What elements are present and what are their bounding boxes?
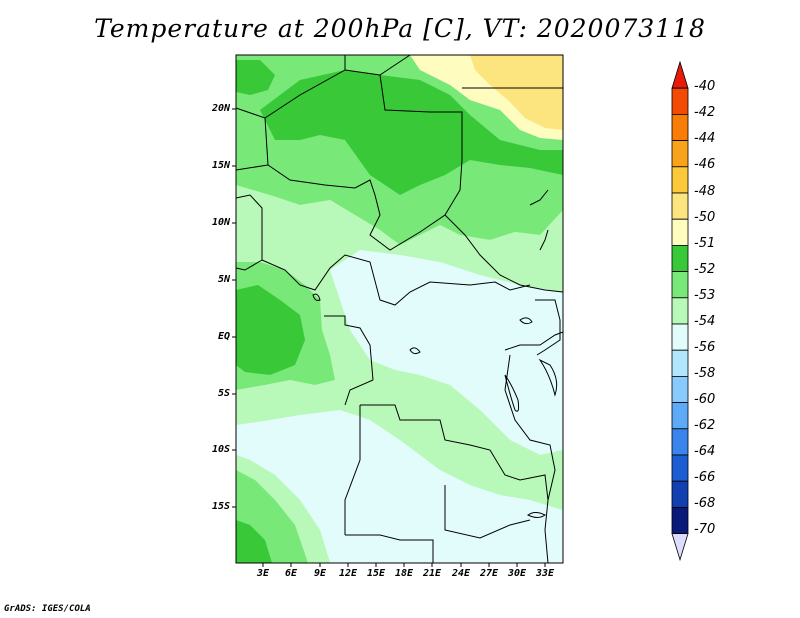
colorbar-swatch (671, 114, 689, 142)
field-west-dark (236, 285, 305, 375)
chart-title: Temperature at 200hPa [C], VT: 202007311… (94, 14, 706, 43)
lon-label-24e: 24E (451, 568, 471, 579)
colorbar-label: -51 (694, 236, 716, 251)
lat-label-5s: 5S (217, 388, 230, 399)
colorbar-label: -42 (694, 105, 716, 120)
lon-label-30e: 30E (507, 568, 527, 579)
country-borders (235, 54, 564, 564)
lon-label-33e: 33E (535, 568, 555, 579)
colorbar-label: -60 (694, 392, 716, 407)
lon-label-9e: 9E (313, 568, 327, 579)
colorbar (671, 60, 689, 562)
field-south-cyan (236, 410, 563, 563)
field-ne-yellow-core (470, 55, 563, 130)
map-frame (235, 54, 564, 564)
grads-credit: GrADS: IGES/COLA (4, 604, 91, 614)
colorbar-swatch (671, 87, 689, 115)
lon-label-21e: 21E (422, 568, 442, 579)
colorbar-swatch (671, 454, 689, 482)
field-south-light (236, 372, 563, 510)
colorbar-label: -58 (694, 366, 716, 381)
colorbar-swatch (671, 323, 689, 351)
colorbar-swatch (671, 166, 689, 194)
colorbar-swatch (671, 375, 689, 403)
colorbar-label: -52 (694, 262, 716, 277)
lon-label-27e: 27E (479, 568, 499, 579)
colorbar-label: -50 (694, 210, 716, 225)
lat-label-10n: 10N (211, 217, 230, 228)
colorbar-label: -40 (694, 79, 716, 94)
colorbar-label: -54 (694, 314, 716, 329)
lat-label-15s: 15S (211, 501, 230, 512)
colorbar-swatch (671, 297, 689, 325)
colorbar-swatch (671, 271, 689, 299)
field-north-dark (260, 70, 563, 195)
axis-ticks (232, 108, 546, 567)
colorbar-swatch (671, 140, 689, 168)
colorbar-label: -64 (694, 444, 716, 459)
field-sw-dark (236, 520, 272, 563)
colorbar-label: -62 (694, 418, 716, 433)
lat-label-10s: 10S (211, 444, 230, 455)
lat-label-5n: 5N (217, 274, 230, 285)
field-middle-light (236, 185, 563, 300)
field-central-cyan (330, 250, 563, 455)
colorbar-label: -66 (694, 470, 716, 485)
lon-label-12e: 12E (338, 568, 358, 579)
field-nw-dark (236, 60, 275, 95)
colorbar-label: -68 (694, 496, 716, 511)
lon-label-15e: 15E (366, 568, 386, 579)
colorbar-swatch (671, 506, 689, 534)
lat-label-20n: 20N (211, 103, 230, 114)
colorbar-label: -46 (694, 157, 716, 172)
colorbar-swatch (671, 218, 689, 246)
colorbar-label: -44 (694, 131, 716, 146)
colorbar-swatch (671, 244, 689, 272)
temperature-field (236, 55, 563, 563)
colorbar-swatch (671, 60, 689, 89)
lat-label-eq: EQ (217, 331, 230, 342)
colorbar-swatch (671, 533, 689, 562)
colorbar-swatch (671, 480, 689, 508)
colorbar-swatch (671, 349, 689, 377)
colorbar-label: -70 (694, 522, 716, 537)
colorbar-label: -48 (694, 184, 716, 199)
lon-label-6e: 6E (284, 568, 298, 579)
colorbar-label: -56 (694, 340, 716, 355)
colorbar-swatch (671, 402, 689, 430)
colorbar-swatch (671, 192, 689, 220)
lon-label-3e: 3E (256, 568, 270, 579)
lakes (312, 293, 558, 518)
lon-label-18e: 18E (394, 568, 414, 579)
colorbar-swatch (671, 428, 689, 456)
colorbar-label: -53 (694, 288, 716, 303)
lat-label-15n: 15N (211, 160, 230, 171)
